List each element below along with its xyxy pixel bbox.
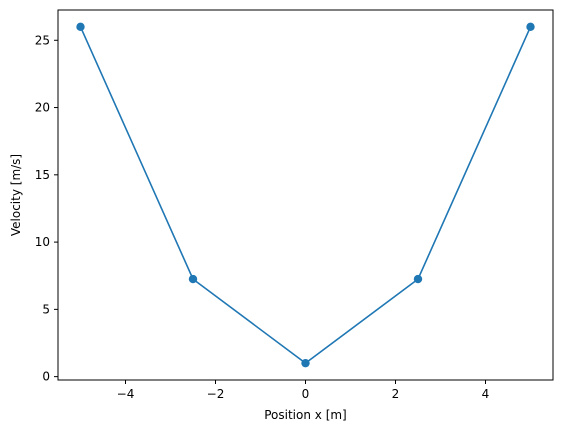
- x-tick-label: 4: [482, 387, 490, 401]
- axes-frame: [57, 9, 554, 381]
- y-tick-label: 5: [42, 302, 50, 316]
- y-tick-label: 20: [35, 101, 50, 115]
- data-point: [188, 274, 198, 284]
- x-axis-label: Position x [m]: [264, 408, 347, 422]
- x-tick-label: 2: [392, 387, 400, 401]
- x-tick-label: −2: [207, 387, 225, 401]
- data-point: [301, 358, 310, 368]
- plot-series: [76, 22, 535, 368]
- y-axis-label: Velocity [m/s]: [9, 154, 23, 236]
- y-tick-label: 0: [42, 370, 50, 384]
- x-tick-label: −4: [117, 387, 135, 401]
- x-axis-ticks: −4 −2 0 2 4: [117, 380, 490, 401]
- y-tick-label: 10: [35, 235, 50, 249]
- x-tick-label: 0: [302, 387, 310, 401]
- data-point: [76, 22, 85, 32]
- y-tick-label: 25: [35, 33, 50, 47]
- y-tick-label: 15: [35, 168, 50, 182]
- y-axis-ticks: 0 5 10 15 20 25: [35, 33, 58, 384]
- data-point: [413, 274, 423, 284]
- data-point: [526, 22, 535, 32]
